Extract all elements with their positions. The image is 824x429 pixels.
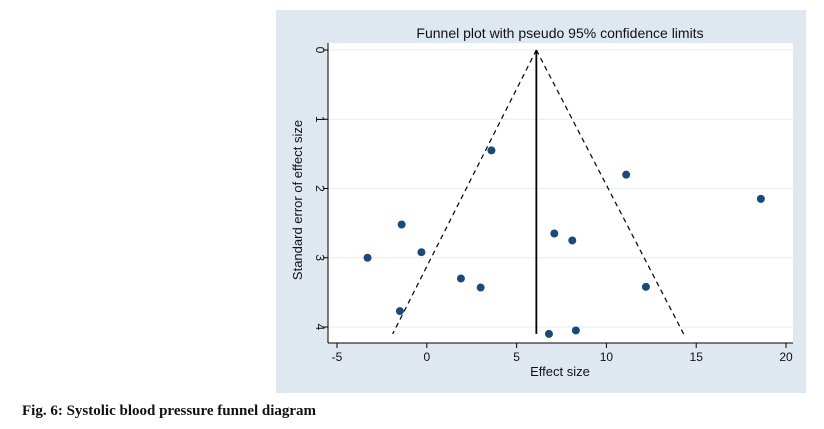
data-point [622,170,631,179]
data-point [550,229,559,238]
lower-confidence-limit [392,49,537,335]
data-point [456,274,465,283]
x-tick-label: 10 [600,350,614,364]
data-point [476,283,485,292]
x-tick-label: 0 [423,350,430,364]
funnel-plot: -5 0 5 10 15 20 0 1 2 3 4 Funnel plot with pseudo … [290,25,793,379]
y-axis-title: Standard error of effect size [290,120,305,280]
data-point [641,282,650,291]
data-point [756,194,765,203]
axes [327,43,793,344]
y-tick-label: 4 [313,324,327,331]
data-point [395,307,404,316]
data-point [544,329,553,338]
data-point [487,146,496,155]
y-tick-label: 2 [313,185,327,192]
y-tick-label: 3 [313,254,327,261]
x-tick-label: 5 [513,350,520,364]
data-point [397,220,406,229]
x-axis-title: Effect size [530,364,590,379]
x-tick-label: -5 [332,350,343,364]
figure-caption: Fig. 6: Systolic blood pressure funnel d… [22,403,317,419]
figure-panel: -5 0 5 10 15 20 0 1 2 3 4 Funnel plot with pseudo … [276,10,806,393]
gridlines [328,49,793,328]
y-tick-label: 1 [313,116,327,123]
data-point [571,326,580,335]
data-point [568,236,577,245]
funnel-lines [392,49,685,335]
x-tick-label: 15 [690,350,704,364]
data-point [417,248,426,257]
ticks: -5 0 5 10 15 20 0 1 2 3 4 [313,47,793,364]
plot-area [328,43,793,343]
chart-title: Funnel plot with pseudo 95% confidence l… [416,25,703,41]
data-point [363,253,372,262]
y-tick-label: 0 [313,47,327,54]
data-points [363,146,765,338]
x-tick-label: 20 [779,350,793,364]
